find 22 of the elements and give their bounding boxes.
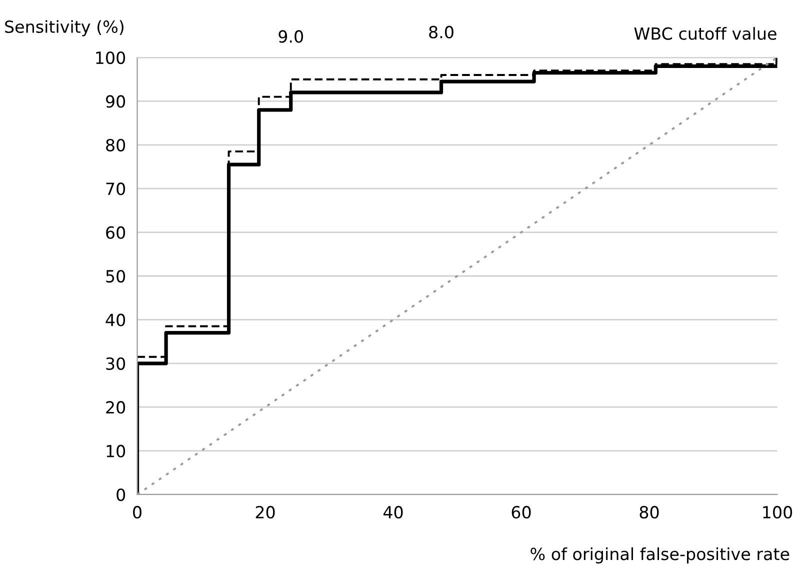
y-tick-label: 40 — [106, 314, 126, 326]
x-axis-title: % of original false-positive rate — [530, 547, 790, 564]
y-tick-label: 70 — [106, 182, 126, 196]
annotation: 9.0 — [278, 30, 303, 43]
y-tick-label: 30 — [106, 357, 126, 370]
x-tick-label: 100 — [763, 506, 792, 519]
x-tick-label: 0 — [133, 506, 142, 519]
x-tick-label: 60 — [512, 506, 531, 519]
y-tick-label: 100 — [96, 51, 126, 64]
annotation: 8.0 — [429, 26, 454, 38]
y-tick-label: 80 — [106, 138, 126, 152]
y-axis-title: Sensitivity (%) — [5, 20, 124, 36]
x-tick-label: 80 — [640, 506, 659, 519]
y-tick-label: 60 — [106, 226, 126, 239]
y-tick-label: 50 — [106, 270, 126, 283]
y-tick-label: 20 — [106, 401, 126, 414]
x-tick-label: 40 — [383, 506, 403, 519]
text: WBC cutoff value — [634, 26, 776, 40]
y-tick-label: 90 — [106, 95, 126, 108]
y-tick-label: 0 — [116, 488, 126, 502]
y-tick-label: 10 — [106, 444, 126, 458]
x-tick-label: 20 — [256, 506, 275, 519]
